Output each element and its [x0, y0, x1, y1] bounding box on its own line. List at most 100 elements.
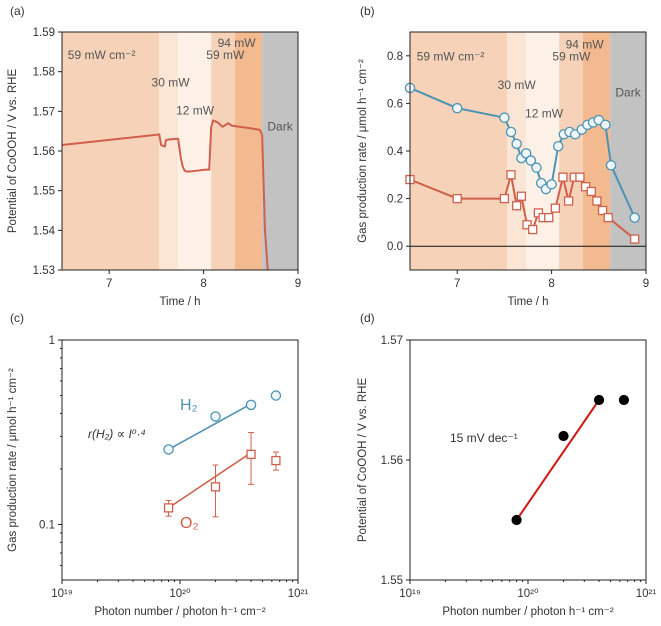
- h2-point: [531, 162, 542, 173]
- illumination-region: [234, 32, 263, 270]
- potential-line: [62, 119, 269, 270]
- x-tick-label: 10¹⁹: [51, 588, 73, 600]
- o2-point: [580, 182, 591, 192]
- illumination-region: [211, 32, 235, 270]
- potential-point: [558, 430, 569, 442]
- h2-point: [451, 102, 463, 114]
- y-tick-label: 1.57: [381, 335, 403, 347]
- illumination-region: [610, 32, 646, 270]
- o2-point: [586, 186, 596, 197]
- h2-point: [163, 444, 174, 455]
- o2-point: [516, 191, 527, 201]
- y-tick-label: 1.58: [33, 67, 55, 79]
- h2-point: [525, 155, 537, 166]
- y-tick-label: 1.57: [33, 106, 55, 118]
- o2-point: [506, 170, 516, 180]
- y-tick-label: 1.56: [381, 455, 403, 467]
- o2-point: [163, 503, 174, 513]
- y-tick-label: 0.4: [387, 146, 404, 158]
- y-tick-label: 1.55: [381, 575, 403, 587]
- x-tick-label: 10¹⁹: [399, 588, 421, 600]
- potential-point: [618, 394, 630, 406]
- o2-point: [271, 455, 281, 466]
- o2-point: [558, 172, 568, 182]
- y-tick-label: 0.6: [387, 98, 403, 110]
- region-label: 59 mW cm⁻²: [417, 50, 485, 64]
- region-label: 12 mW: [176, 104, 215, 118]
- illumination-region: [159, 32, 179, 270]
- h2-point: [629, 212, 640, 223]
- illumination-region: [410, 32, 508, 270]
- h2-point: [552, 140, 564, 152]
- h2-point: [605, 160, 617, 171]
- y-tick-label: 0.1: [39, 519, 55, 531]
- o2-point: [630, 234, 640, 244]
- h2-point: [499, 112, 510, 123]
- x-tick-label: 8: [548, 278, 554, 290]
- illumination-region: [507, 32, 527, 270]
- region-label: 30 mW: [498, 78, 537, 92]
- slope-annotation: 15 mV dec⁻¹: [450, 431, 518, 445]
- slope-fit-line: [515, 399, 600, 521]
- h2-point: [600, 119, 611, 131]
- y-tick-label: 1.56: [33, 146, 55, 158]
- x-tick-label: 10²⁰: [169, 588, 191, 600]
- region-label: 59 mW: [552, 50, 591, 64]
- region-label: 59 mW cm⁻²: [68, 48, 136, 62]
- o2-line: [409, 173, 636, 240]
- h2-point: [511, 138, 522, 150]
- o2-point: [512, 201, 522, 211]
- o2-point: [575, 172, 585, 182]
- h2-point: [520, 148, 532, 159]
- panel-c: 10¹⁹ 10²⁰ 10²¹ 0.1 1 Photon number / photon h…: [7, 311, 308, 618]
- x-axis-label: Photon number / photon h⁻¹ cm⁻²: [94, 606, 265, 618]
- o2-point: [563, 196, 574, 206]
- illumination-region: [559, 32, 583, 270]
- region-label: 94 mW: [218, 36, 257, 50]
- x-tick-label: 9: [295, 278, 301, 290]
- x-tick-label: 10²¹: [636, 588, 657, 600]
- h2-point: [270, 390, 282, 401]
- illumination-region: [262, 32, 298, 270]
- x-axis-label: Photon number / photon h⁻¹ cm⁻²: [442, 606, 613, 618]
- y-axis-label: Gas production rate / μmol h⁻¹ cm⁻²: [357, 59, 369, 243]
- region-label: 12 mW: [525, 107, 564, 121]
- x-tick-label: 8: [200, 278, 206, 290]
- illumination-region: [582, 32, 611, 270]
- y-tick-label: 1.54: [33, 225, 56, 237]
- h2-point: [505, 126, 517, 138]
- potential-point: [511, 514, 522, 526]
- y-tick-label: 1.55: [33, 186, 55, 198]
- series-group: [62, 119, 269, 270]
- potential-point: [593, 394, 605, 406]
- o2-point: [603, 212, 613, 223]
- region-label: 94 mW: [566, 38, 605, 52]
- region-label: 59 mW: [206, 48, 245, 62]
- h2-fit-line: [168, 403, 252, 451]
- o2-point: [528, 224, 538, 235]
- y-tick-label: 0.0: [387, 241, 403, 253]
- y-axis-label: Potential of CoOOH / V vs. RHE: [357, 378, 369, 543]
- o2-point: [499, 193, 510, 204]
- illumination-region: [62, 32, 160, 270]
- x-tick-label: 10²¹: [288, 588, 309, 600]
- o2-point: [522, 220, 532, 230]
- x-tick-label: 9: [643, 278, 649, 290]
- region-label: Dark: [267, 119, 293, 133]
- h2-point: [245, 399, 257, 411]
- y-tick-label: 0.8: [387, 51, 403, 63]
- y-tick-label: 0.2: [387, 194, 403, 206]
- o2-point: [452, 193, 462, 204]
- o2-point: [592, 196, 602, 206]
- o2-point: [597, 205, 608, 216]
- y-axis-label: Gas production rate / μmol h⁻¹ cm⁻²: [7, 368, 19, 552]
- h2-point: [210, 411, 221, 422]
- panel-label: (b): [360, 4, 375, 18]
- rate-annotation: r(H₂) ∝ I⁰·⁴: [88, 427, 146, 441]
- panel-label: (d): [360, 311, 375, 325]
- region-label: Dark: [615, 85, 641, 99]
- panel-d: 10¹⁹ 10²⁰ 10²¹ 1.55 1.56 1.57 Photon number / …: [357, 311, 656, 618]
